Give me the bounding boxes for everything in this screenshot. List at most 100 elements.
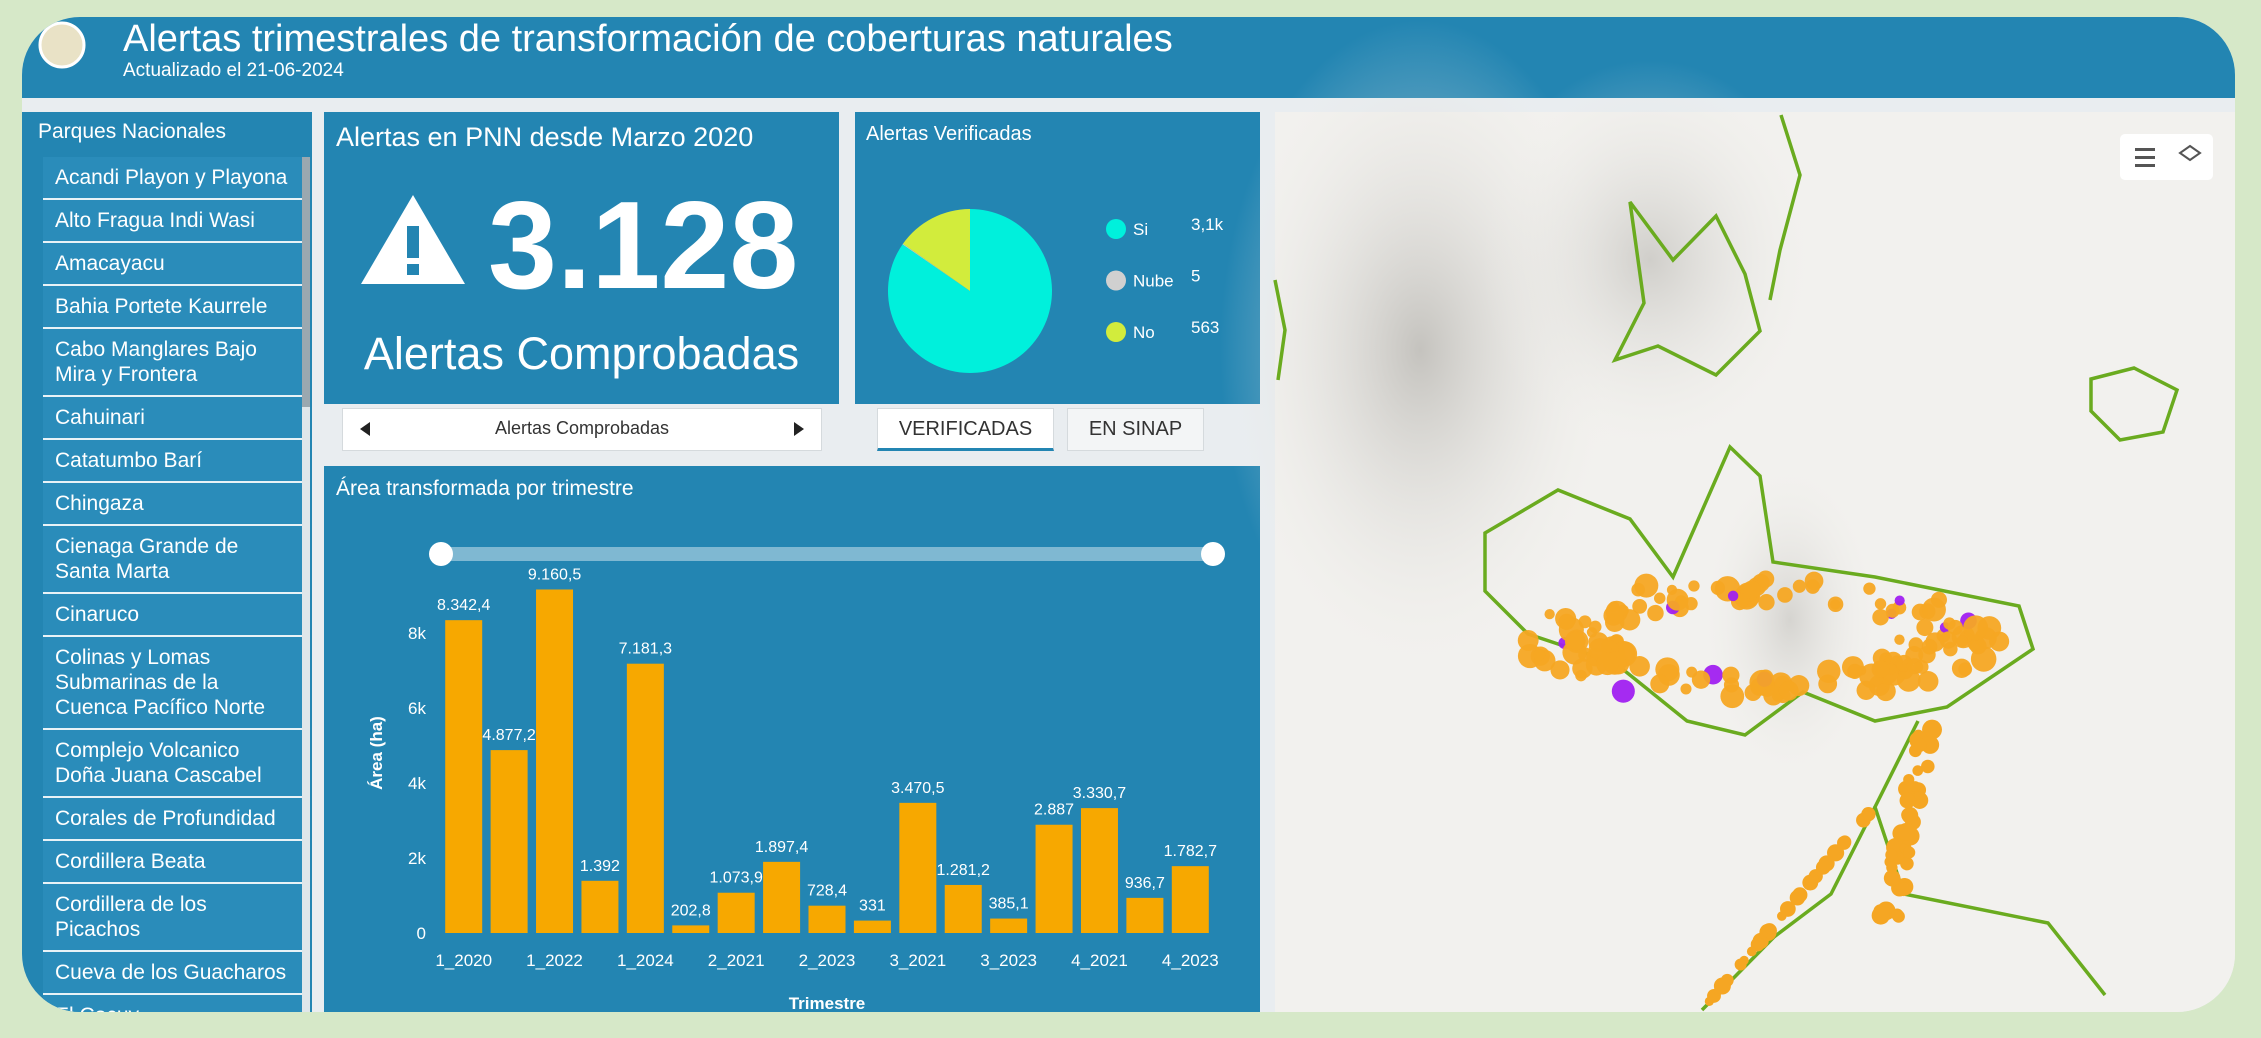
alert-point — [1970, 638, 1987, 655]
value-label: 1.281,2 — [937, 862, 990, 879]
bar — [581, 881, 618, 933]
legend-swatch — [1106, 219, 1126, 239]
alert-point — [1940, 631, 1957, 648]
alert-point — [1872, 906, 1890, 924]
alert-point — [1632, 599, 1647, 614]
alert-point — [1913, 662, 1923, 672]
x-tick-label: 1_2024 — [617, 951, 674, 970]
x-tick-label: 2_2021 — [708, 951, 765, 970]
bar — [672, 925, 709, 933]
value-label: 7.181,3 — [619, 641, 672, 658]
bar — [536, 589, 573, 933]
alert-point — [1817, 660, 1840, 683]
value-label: 4.877,2 — [482, 727, 535, 744]
alert-point — [1912, 738, 1926, 752]
value-label: 385,1 — [989, 896, 1029, 913]
logo — [40, 23, 84, 67]
bar — [945, 885, 982, 933]
alert-point — [1777, 587, 1793, 603]
alert-point — [1886, 604, 1900, 618]
bar — [1081, 808, 1118, 933]
value-label: 202,8 — [671, 902, 711, 919]
alert-point — [1842, 656, 1864, 678]
x-axis-title: Trimestre — [789, 994, 866, 1012]
bar — [718, 893, 755, 933]
y-tick-label: 4k — [408, 774, 426, 793]
value-label: 1.073,9 — [709, 870, 762, 887]
alert-point — [1688, 580, 1699, 591]
alert-point — [1895, 596, 1905, 606]
value-label: 2.887 — [1034, 802, 1074, 819]
alert-point — [1680, 683, 1691, 694]
x-tick-label: 3_2023 — [980, 951, 1037, 970]
alert-point — [1903, 846, 1915, 858]
alert-point — [1766, 926, 1774, 934]
x-tick-label: 2_2023 — [799, 951, 856, 970]
legend-label: Si — [1133, 220, 1148, 239]
alert-point — [1909, 637, 1924, 652]
value-label: 331 — [859, 898, 886, 915]
alert-point — [1989, 631, 2009, 651]
alert-point — [1818, 855, 1834, 871]
legend-swatch — [1106, 322, 1126, 342]
value-label: 1.392 — [580, 858, 620, 875]
alert-point — [1875, 598, 1886, 609]
x-tick-label: 4_2023 — [1162, 951, 1219, 970]
alert-point — [1901, 807, 1918, 824]
x-tick-label: 1_2022 — [526, 951, 583, 970]
alert-point — [1886, 862, 1897, 873]
map-tools[interactable] — [2120, 134, 2213, 180]
legend-swatch — [1106, 271, 1126, 291]
value-label: 1.897,4 — [755, 839, 808, 856]
alert-point — [1857, 681, 1876, 700]
dashboard: Alertas trimestrales de transformación d… — [0, 0, 2261, 1012]
alert-point — [1958, 662, 1972, 676]
legend-label: Nube — [1133, 272, 1174, 291]
alert-point — [1692, 670, 1710, 688]
y-tick-label: 6k — [408, 699, 426, 718]
next-arrow[interactable] — [794, 422, 804, 436]
alert-point — [1900, 857, 1914, 871]
alert-point — [1790, 893, 1802, 905]
bar — [763, 862, 800, 933]
alert-point — [1885, 849, 1897, 861]
alert-point — [1894, 634, 1904, 644]
alert-point — [1921, 760, 1935, 774]
alert-point — [1612, 680, 1635, 703]
alert-point — [1714, 978, 1731, 995]
alert-point — [1943, 617, 1955, 629]
y-axis-title: Área (ha) — [367, 716, 386, 790]
alert-point — [1918, 671, 1939, 692]
alert-point — [1922, 598, 1946, 622]
value-label: 728,4 — [807, 883, 847, 900]
x-tick-label: 3_2021 — [889, 951, 946, 970]
value-label: 3.330,7 — [1073, 785, 1126, 802]
alert-point — [1747, 947, 1757, 957]
warning-icon — [361, 195, 465, 284]
bar — [627, 664, 664, 933]
page: Alertas trimestrales de transformación d… — [0, 0, 2261, 1012]
legend-value: 563 — [1191, 318, 1219, 337]
alert-point — [1654, 593, 1665, 604]
bar — [809, 906, 846, 933]
pie-title: Alertas Verificadas — [866, 123, 1032, 145]
legend-value: 5 — [1191, 267, 1200, 286]
bar — [854, 921, 891, 933]
legend-label: No — [1133, 323, 1155, 342]
alert-point — [1544, 609, 1554, 619]
y-tick-label: 0 — [417, 924, 426, 943]
alert-point — [1872, 660, 1890, 678]
alert-point — [1629, 656, 1650, 677]
alert-point — [1963, 615, 1988, 640]
alert-point — [1806, 579, 1820, 593]
bar — [1126, 898, 1163, 933]
alert-point — [1896, 882, 1910, 896]
prev-arrow[interactable] — [360, 422, 370, 436]
range-slider[interactable] — [429, 542, 1225, 566]
alert-point — [1728, 591, 1738, 601]
alert-point — [1667, 589, 1689, 611]
alert-point — [1634, 574, 1658, 598]
alert-point — [1779, 681, 1799, 701]
value-label: 3.470,5 — [891, 780, 944, 797]
